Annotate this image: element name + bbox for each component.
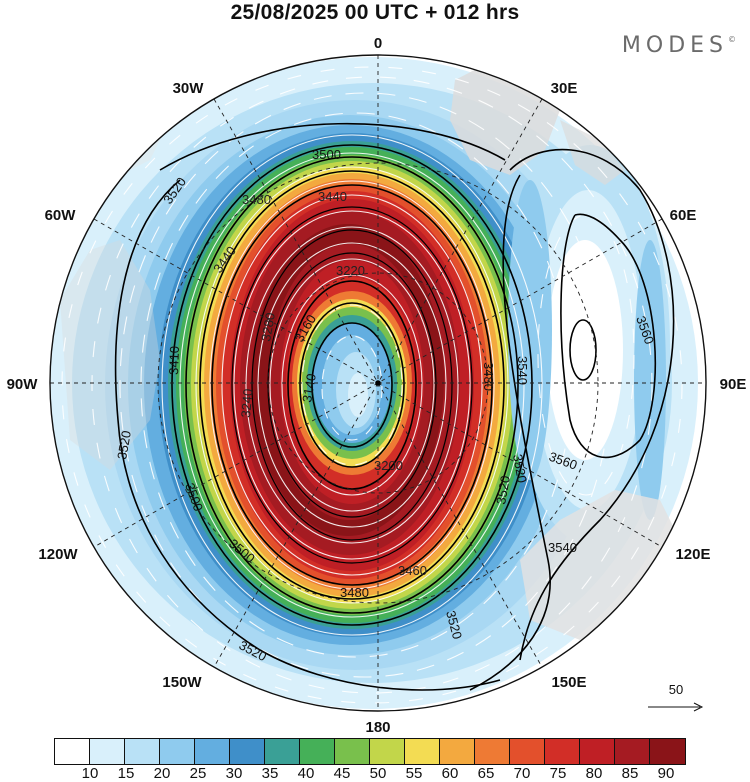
- colorbar-swatch: [230, 739, 265, 764]
- lon-label-60e: 60E: [670, 207, 697, 224]
- lon-label-90w: 90W: [7, 376, 39, 393]
- colorbar-tick-label: 30: [225, 765, 243, 782]
- contour-label: 3540: [548, 540, 577, 555]
- colorbar-swatch: [440, 739, 475, 764]
- colorbar-tick-label: 35: [261, 765, 279, 782]
- contour-label: 3500: [312, 147, 341, 162]
- contour-label: 3520: [493, 474, 513, 505]
- contour-label: 3220: [336, 263, 365, 278]
- contour-label: 3280: [258, 311, 278, 342]
- colorbar-swatch: [300, 739, 335, 764]
- colorbar-swatch: [510, 739, 545, 764]
- wind-speed-field: [50, 55, 706, 711]
- colorbar-swatch: [405, 739, 440, 764]
- lon-label-0: 0: [374, 35, 382, 52]
- reference-vector-label: 50: [669, 683, 683, 697]
- contour-label: 3480: [481, 362, 496, 391]
- reference-vector: 50: [648, 683, 704, 712]
- lon-label-150e: 150E: [551, 674, 586, 691]
- colorbar-tick-label: 60: [441, 765, 459, 782]
- colorbar-swatch: [475, 739, 510, 764]
- map-title: 25/08/2025 00 UTC + 012 hrs: [230, 1, 520, 24]
- contour-label: 3440: [318, 189, 347, 204]
- colorbar-tick-label: 70: [513, 765, 531, 782]
- lon-label-180: 180: [365, 719, 390, 736]
- lon-label-120w: 120W: [38, 546, 78, 563]
- colorbar-tick-label: 80: [585, 765, 603, 782]
- colorbar-swatch: [370, 739, 405, 764]
- contour-label: 3200: [374, 458, 403, 473]
- lon-label-30e: 30E: [551, 80, 578, 97]
- colorbar-tick-label: 15: [117, 765, 135, 782]
- contour-label: 3240: [238, 388, 255, 418]
- colorbar-swatch: [615, 739, 650, 764]
- lon-label-30w: 30W: [173, 80, 205, 97]
- colorbar-tick-label: 85: [621, 765, 639, 782]
- colorbar-tick-label: 90: [657, 765, 675, 782]
- colorbar-swatch: [195, 739, 230, 764]
- colorbar-tick-label: 55: [405, 765, 423, 782]
- contour-label: 3480: [242, 192, 271, 207]
- colorbar-tick-label: 45: [333, 765, 351, 782]
- contour-label: 3140: [299, 372, 319, 403]
- colorbar-swatch: [265, 739, 300, 764]
- modes-logo: MODES©: [621, 33, 736, 58]
- contour-label: 3540: [515, 356, 530, 385]
- lon-label-120e: 120E: [675, 546, 710, 563]
- colorbar-labels: 10 15 20 25 30 35 40 45 50 55 60 65 70 75 80 85 90: [54, 765, 704, 782]
- colorbar-swatch: [90, 739, 125, 764]
- colorbar-swatch: [650, 739, 685, 764]
- colorbar-tick-label: 40: [297, 765, 315, 782]
- colorbar-tick-label: 75: [549, 765, 567, 782]
- map-border: [49, 54, 707, 712]
- contour-label: 3520: [510, 453, 530, 484]
- contour-labels: 3500 3520 3480 3440 3440 3220 3160 3140 …: [114, 147, 657, 664]
- contour-label: 3460: [398, 563, 427, 578]
- colorbar-swatch: [55, 739, 90, 764]
- contour-label: 3480: [340, 585, 369, 600]
- lon-label-60w: 60W: [45, 207, 77, 224]
- lon-label-90e: 90E: [720, 376, 747, 393]
- wind-streamlines: [61, 66, 683, 704]
- height-contours: [114, 122, 675, 691]
- contour-label: 3520: [443, 609, 465, 641]
- colorbar-tick-label: 10: [81, 765, 99, 782]
- colorbar-tick-label: 20: [153, 765, 171, 782]
- colorbar: [54, 738, 686, 765]
- colorbar-swatch: [580, 739, 615, 764]
- colorbar-swatch: [335, 739, 370, 764]
- colorbar-swatch: [160, 739, 195, 764]
- colorbar-swatch: [545, 739, 580, 764]
- colorbar-tick-label: 25: [189, 765, 207, 782]
- lon-label-150w: 150W: [162, 674, 202, 691]
- colorbar-swatch: [125, 739, 160, 764]
- south-pole-marker: [375, 380, 381, 386]
- colorbar-tick-label: 50: [369, 765, 387, 782]
- contour-label: 3520: [114, 429, 134, 460]
- colorbar-tick-label: 65: [477, 765, 495, 782]
- contour-label: 3410: [166, 346, 182, 375]
